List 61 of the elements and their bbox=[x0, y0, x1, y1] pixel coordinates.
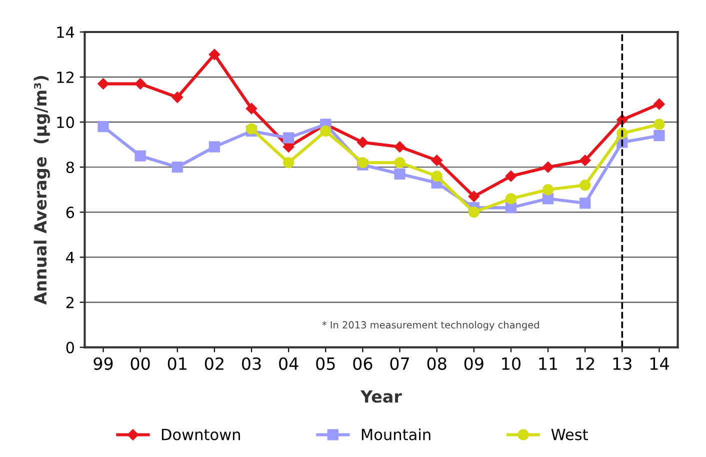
x-tick-label: 00 bbox=[130, 357, 150, 370]
x-tick-label: 08 bbox=[427, 357, 446, 370]
y-tick-label: 4 bbox=[66, 252, 74, 264]
point bbox=[172, 92, 183, 103]
y-tick-label: 14 bbox=[57, 26, 74, 38]
point bbox=[654, 130, 665, 142]
point bbox=[394, 157, 406, 168]
point bbox=[580, 198, 591, 209]
point bbox=[134, 150, 146, 162]
x-tick-label: 02 bbox=[204, 357, 224, 370]
point bbox=[580, 180, 591, 191]
point bbox=[654, 118, 665, 130]
y-tick-label: 6 bbox=[66, 206, 74, 218]
y-tick-label: 0 bbox=[66, 342, 74, 354]
point bbox=[468, 206, 480, 218]
point bbox=[208, 48, 220, 60]
point bbox=[394, 168, 406, 180]
legend-label: Downtown bbox=[162, 428, 240, 440]
x-tick-label: 04 bbox=[279, 357, 298, 370]
x-axis-title: Year bbox=[360, 390, 402, 403]
x-tick-label: 01 bbox=[168, 357, 186, 370]
point bbox=[505, 193, 517, 204]
point bbox=[394, 141, 406, 152]
x-tick-label: 12 bbox=[576, 357, 594, 370]
point bbox=[579, 154, 591, 166]
x-tick-label: 06 bbox=[353, 357, 372, 370]
point bbox=[208, 141, 220, 152]
legend-label: West bbox=[551, 428, 588, 440]
point bbox=[134, 78, 146, 90]
point bbox=[431, 154, 442, 166]
x-tick-label: 10 bbox=[502, 357, 520, 370]
point bbox=[468, 190, 480, 202]
y-tick-label: 12 bbox=[57, 72, 74, 83]
x-tick-label: 05 bbox=[316, 357, 335, 370]
point bbox=[283, 132, 294, 144]
annotation: * In 2013 measurement technology changed bbox=[322, 321, 539, 330]
point bbox=[172, 162, 183, 173]
x-tick-label: 09 bbox=[464, 357, 484, 370]
y-axis-title: Annual Average (µg/m³) bbox=[34, 76, 50, 305]
point bbox=[431, 170, 442, 182]
point bbox=[357, 136, 368, 148]
point bbox=[98, 121, 109, 132]
y-tick-label: 8 bbox=[66, 162, 74, 174]
x-tick-label: 11 bbox=[539, 358, 558, 370]
x-tick-label: 13 bbox=[613, 357, 632, 370]
x-tick-label: 07 bbox=[390, 357, 409, 370]
point bbox=[246, 102, 258, 114]
legend-label: Mountain bbox=[362, 428, 430, 440]
point bbox=[542, 184, 554, 196]
y-tick-label: 2 bbox=[66, 296, 74, 308]
x-tick-label: 14 bbox=[650, 358, 669, 370]
point bbox=[654, 98, 665, 110]
point bbox=[320, 126, 332, 137]
point bbox=[542, 162, 554, 173]
point bbox=[98, 78, 109, 90]
x-tick-label: 03 bbox=[242, 357, 261, 370]
point bbox=[246, 123, 258, 134]
x-tick-label: 99 bbox=[94, 357, 113, 370]
point bbox=[505, 170, 517, 182]
point bbox=[283, 157, 294, 168]
y-tick-label: 10 bbox=[57, 116, 74, 128]
